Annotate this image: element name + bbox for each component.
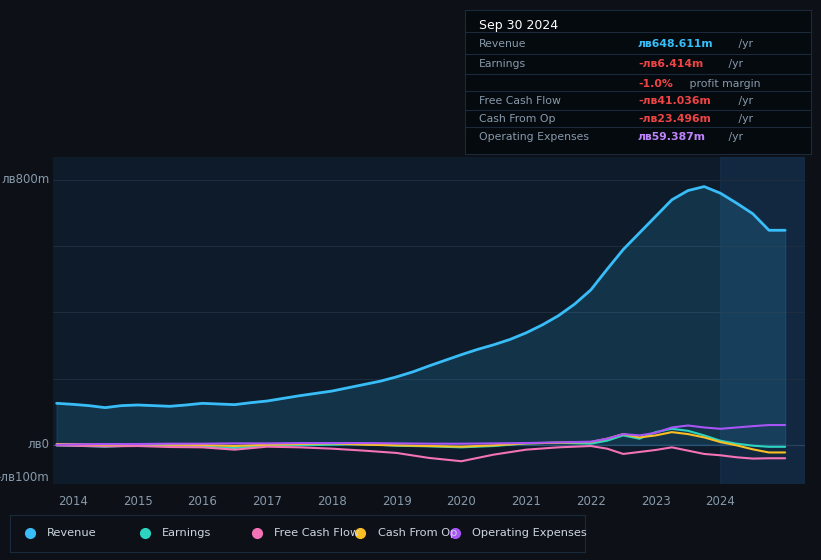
Text: /yr: /yr — [735, 114, 753, 124]
Text: лв800m: лв800m — [2, 174, 49, 186]
Text: лв0: лв0 — [28, 438, 49, 451]
Text: -1.0%: -1.0% — [638, 79, 672, 89]
Text: Sep 30 2024: Sep 30 2024 — [479, 19, 557, 32]
Text: Revenue: Revenue — [479, 39, 526, 49]
Text: /yr: /yr — [735, 96, 753, 105]
Text: /yr: /yr — [725, 132, 743, 142]
Text: Earnings: Earnings — [479, 59, 525, 69]
Bar — [720, 157, 805, 484]
Text: Free Cash Flow: Free Cash Flow — [479, 96, 561, 105]
Text: Cash From Op: Cash From Op — [479, 114, 555, 124]
Text: лв59.387m: лв59.387m — [638, 132, 706, 142]
Text: Free Cash Flow: Free Cash Flow — [274, 529, 360, 538]
Text: Revenue: Revenue — [48, 529, 97, 538]
Text: -лв23.496m: -лв23.496m — [638, 114, 711, 124]
Text: /yr: /yr — [735, 39, 753, 49]
Text: -лв100m: -лв100m — [0, 472, 49, 484]
Text: Earnings: Earnings — [163, 529, 212, 538]
Text: -лв41.036m: -лв41.036m — [638, 96, 711, 105]
Text: Cash From Op: Cash From Op — [378, 529, 457, 538]
Text: Operating Expenses: Operating Expenses — [473, 529, 587, 538]
Text: Operating Expenses: Operating Expenses — [479, 132, 589, 142]
Text: -лв6.414m: -лв6.414m — [638, 59, 703, 69]
Text: profit margin: profit margin — [686, 79, 761, 89]
Text: лв648.611m: лв648.611m — [638, 39, 713, 49]
Text: /yr: /yr — [725, 59, 743, 69]
